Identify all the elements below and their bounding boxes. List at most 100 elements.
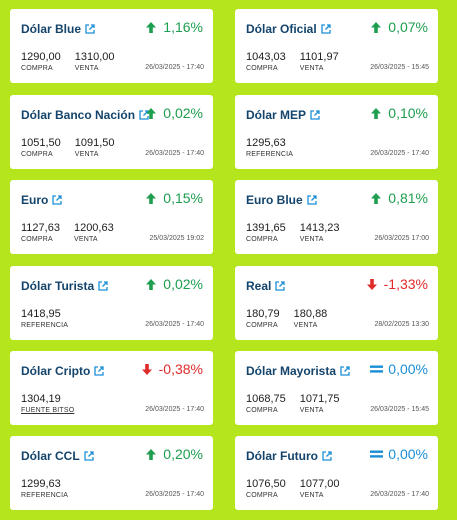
card-title: Dólar Futuro	[246, 449, 318, 463]
arrow-up-icon	[145, 21, 157, 34]
external-link-icon	[322, 451, 332, 461]
value-number: 1091,50	[74, 137, 115, 149]
value-block: 1051,50 COMPRA	[21, 137, 61, 160]
value-label: COMPRA	[246, 236, 278, 243]
external-link-icon	[85, 24, 95, 34]
value-block: 1413,23 VENTA	[300, 222, 340, 245]
value-block: 1304,19 FUENTE BITSO	[21, 393, 74, 416]
change-indicator: 1,16%	[145, 19, 203, 35]
change-indicator: 0,00%	[370, 446, 428, 462]
card-title-link[interactable]: Dólar MEP	[246, 108, 320, 122]
value-number: 1076,50	[246, 478, 286, 490]
card-title-link[interactable]: Dólar Turista	[21, 279, 108, 293]
value-block: 1068,75 COMPRA	[246, 393, 286, 416]
quote-card-dolar-ccl: Dólar CCL 0,20% 1299,63 REFERENCIA 26/03…	[10, 436, 213, 510]
value-label: VENTA	[299, 492, 324, 499]
quote-card-dolar-mayorista: Dólar Mayorista 0,00% 1068,75 COMPRA 107…	[235, 351, 438, 425]
value-label: REFERENCIA	[246, 151, 294, 158]
value-number: 1200,63	[73, 222, 114, 234]
card-title-link[interactable]: Dólar Cripto	[21, 364, 104, 378]
updated-timestamp: 25/03/2025 19:02	[149, 235, 205, 242]
value-block: 1391,65 COMPRA	[246, 222, 286, 245]
values-row: 1290,00 COMPRA 1310,00 VENTA	[21, 51, 129, 74]
values-row: 1043,03 COMPRA 1101,97 VENTA	[246, 51, 353, 74]
value-block: 1077,00 VENTA	[300, 478, 340, 501]
quote-card-dolar-turista: Dólar Turista 0,02% 1418,95 REFERENCIA 2…	[10, 266, 213, 340]
card-title: Dólar Mayorista	[246, 364, 337, 378]
external-link-icon	[307, 195, 317, 205]
values-row: 1076,50 COMPRA 1077,00 VENTA	[246, 478, 354, 501]
card-title-link[interactable]: Euro	[21, 193, 62, 207]
arrow-up-icon	[370, 21, 382, 34]
arrow-up-icon	[370, 107, 382, 120]
updated-timestamp: 26/03/2025 - 17:40	[370, 150, 429, 157]
values-row: 1127,63 COMPRA 1200,63 VENTA	[21, 222, 128, 245]
change-percent: 0,02%	[163, 105, 203, 121]
arrow-up-icon	[145, 448, 157, 461]
source-link[interactable]: FUENTE BITSO	[21, 407, 75, 414]
value-label: VENTA	[299, 407, 324, 414]
card-title-link[interactable]: Dólar CCL	[21, 449, 94, 463]
card-title: Dólar Oficial	[246, 22, 317, 36]
value-block: 1295,63 REFERENCIA	[246, 137, 293, 160]
card-title-link[interactable]: Real	[246, 279, 286, 293]
change-percent: 0,81%	[388, 190, 428, 206]
values-row: 1299,63 REFERENCIA	[21, 478, 82, 501]
value-block: 1091,50 VENTA	[75, 137, 115, 160]
value-label: COMPRA	[21, 65, 53, 72]
quote-card-dolar-banco-nacion: Dólar Banco Nación 0,02% 1051,50 COMPRA …	[10, 95, 213, 169]
value-label: COMPRA	[21, 236, 53, 243]
value-number: 1310,00	[74, 51, 115, 63]
value-block: 180,79 COMPRA	[246, 308, 280, 331]
value-number: 1071,75	[299, 393, 340, 405]
equals-icon	[370, 448, 384, 461]
value-label: REFERENCIA	[21, 492, 69, 499]
change-indicator: 0,07%	[370, 19, 428, 35]
card-title: Dólar Blue	[21, 22, 82, 36]
value-number: 1413,23	[299, 222, 340, 234]
values-row: 1295,63 REFERENCIA	[246, 137, 307, 160]
arrow-up-icon	[145, 278, 157, 291]
card-title-link[interactable]: Dólar Mayorista	[246, 364, 350, 378]
updated-timestamp: 26/03/2025 - 17:40	[145, 64, 204, 71]
values-row: 1051,50 COMPRA 1091,50 VENTA	[21, 137, 129, 160]
updated-timestamp: 26/03/2025 - 17:40	[145, 321, 204, 328]
values-row: 1304,19 FUENTE BITSO	[21, 393, 88, 416]
card-title-link[interactable]: Euro Blue	[246, 193, 317, 207]
change-percent: -1,33%	[383, 276, 428, 292]
change-percent: 0,07%	[388, 19, 428, 35]
card-title: Real	[246, 279, 272, 293]
value-label: VENTA	[299, 65, 324, 72]
change-indicator: -0,38%	[141, 361, 203, 377]
change-percent: 0,15%	[163, 190, 203, 206]
change-percent: 0,20%	[163, 446, 203, 462]
value-number: 180,88	[293, 308, 328, 320]
change-indicator: 0,81%	[370, 190, 428, 206]
value-number: 1391,65	[246, 222, 286, 234]
external-link-icon	[310, 110, 320, 120]
card-title-link[interactable]: Dólar Banco Nación	[21, 108, 149, 122]
value-number: 1295,63	[246, 137, 286, 149]
change-indicator: 0,15%	[145, 190, 203, 206]
change-indicator: 0,00%	[370, 361, 428, 377]
arrow-down-icon	[141, 363, 153, 376]
card-title-link[interactable]: Dólar Blue	[21, 22, 95, 36]
value-number: 1304,19	[21, 393, 61, 405]
values-row: 180,79 COMPRA 180,88 VENTA	[246, 308, 341, 331]
value-label: VENTA	[73, 236, 98, 243]
value-block: 1299,63 REFERENCIA	[21, 478, 68, 501]
card-title: Dólar Cripto	[21, 364, 91, 378]
updated-timestamp: 26/03/2025 - 15:45	[370, 406, 429, 413]
updated-timestamp: 26/03/2025 - 17:40	[145, 491, 204, 498]
values-row: 1068,75 COMPRA 1071,75 VENTA	[246, 393, 354, 416]
value-label: REFERENCIA	[21, 322, 69, 329]
quote-card-euro: Euro 0,15% 1127,63 COMPRA 1200,63 VENTA …	[10, 180, 213, 254]
card-title-link[interactable]: Dólar Futuro	[246, 449, 332, 463]
quote-card-dolar-futuro: Dólar Futuro 0,00% 1076,50 COMPRA 1077,0…	[235, 436, 438, 510]
value-label: VENTA	[74, 151, 99, 158]
value-label: COMPRA	[21, 151, 53, 158]
value-block: 1101,97 VENTA	[300, 51, 339, 74]
card-title-link[interactable]: Dólar Oficial	[246, 22, 331, 36]
external-link-icon	[275, 281, 286, 291]
